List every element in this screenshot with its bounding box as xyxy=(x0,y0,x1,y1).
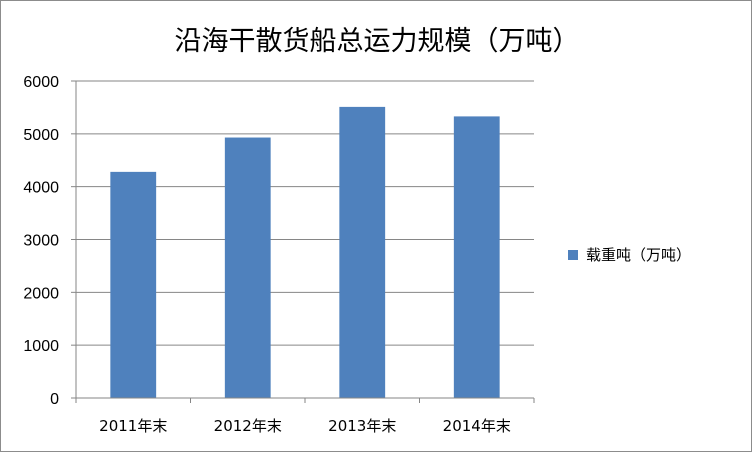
bar xyxy=(224,137,271,398)
x-tick-label: 2012年末 xyxy=(214,417,282,435)
y-tick-label: 2000 xyxy=(23,285,59,302)
y-tick-label: 5000 xyxy=(23,127,59,144)
x-tick-label: 2013年末 xyxy=(328,417,396,435)
bar xyxy=(453,116,500,399)
bar xyxy=(339,106,386,398)
legend-label: 载重吨（万吨） xyxy=(586,246,691,264)
chart-title: 沿海干散货船总运力规模（万吨） xyxy=(174,26,580,57)
x-tick-label: 2011年末 xyxy=(99,417,167,435)
y-tick-label: 3000 xyxy=(23,233,59,250)
x-tick-label: 2014年末 xyxy=(443,417,511,435)
y-tick-label: 1000 xyxy=(23,338,59,355)
legend-swatch xyxy=(568,250,578,260)
bars xyxy=(110,106,500,399)
bar xyxy=(110,171,157,398)
x-tick-labels: 2011年末 2012年末 2013年末 2014年末 xyxy=(99,417,511,435)
y-tick-label: 6000 xyxy=(23,74,59,91)
y-tick-labels: 0 1000 2000 3000 4000 5000 6000 xyxy=(23,74,59,408)
legend: 载重吨（万吨） xyxy=(568,246,691,264)
y-tick-label: 0 xyxy=(50,391,59,408)
axes xyxy=(71,80,535,403)
y-tick-label: 4000 xyxy=(23,180,59,197)
